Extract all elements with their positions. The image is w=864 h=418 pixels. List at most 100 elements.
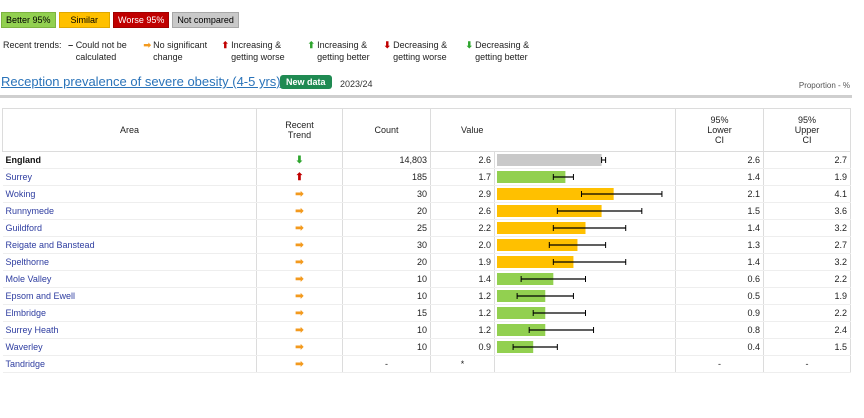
legend-better: Better 95% [1,12,56,28]
table-row: Tandridge ➡ - * - - [2,355,852,373]
value-bar[interactable] [497,205,602,217]
value-bar[interactable] [497,188,614,200]
right-arrow-icon[interactable]: ➡ [295,341,304,353]
value-bar[interactable] [497,154,602,166]
area-name[interactable]: Reigate and Banstead [2,236,257,254]
lower-ci-cell: 0.8 [675,321,765,339]
value-bar-chart [497,324,595,336]
value-cell: 1.2 [430,304,495,322]
lower-ci-cell: 2.1 [675,185,765,203]
value-bar-chart [497,239,607,251]
trend-cell: ➡ [256,236,343,254]
indicator-title[interactable]: Reception prevalence of severe obesity (… [1,74,281,89]
right-arrow-icon[interactable]: ➡ [295,358,304,370]
time-period: 2023/24 [340,79,373,89]
area-name[interactable]: Waverley [2,338,257,356]
value-cell: * [430,355,495,373]
value-bar[interactable] [497,324,546,336]
trends-legend-label: Recent trends: [3,40,62,50]
area-name[interactable]: Runnymede [2,202,257,220]
table-row: Mole Valley ➡ 10 1.4 0.6 2.2 [2,270,852,288]
right-arrow-icon[interactable]: ➡ [295,239,304,251]
area-name[interactable]: Woking [2,185,257,203]
bar-cell [494,151,677,169]
area-name[interactable]: Mole Valley [2,270,257,288]
count-cell: 15 [342,304,431,322]
significance-legend: Better 95% Similar Worse 95% Not compare… [1,12,239,28]
up-arrow-red-icon: ⬆ [221,40,230,50]
right-arrow-icon[interactable]: ➡ [295,290,304,302]
value-bar-chart [497,171,574,183]
value-cell: 0.9 [430,338,495,356]
trend-cell: ➡ [256,304,343,322]
right-arrow-icon[interactable]: ➡ [295,222,304,234]
value-bar[interactable] [497,239,578,251]
right-arrow-icon[interactable]: ➡ [295,324,304,336]
trend-legend-text: Decreasing & getting better [475,40,530,62]
area-name[interactable]: Elmbridge [2,304,257,322]
upper-ci-cell: 1.9 [763,168,852,186]
table-row: England ⬇ 14,803 2.6 2.6 2.7 [2,151,852,169]
upper-ci-cell: 3.2 [763,253,852,271]
trend-cell: ⬇ [256,151,343,169]
value-bar-chart [497,290,574,302]
right-arrow-icon[interactable]: ➡ [295,273,304,285]
upper-ci-cell: 3.2 [763,219,852,237]
trend-legend-text: Decreasing & getting worse [393,40,448,62]
could-not-calc-icon: – [68,40,74,50]
value-cell: 1.4 [430,270,495,288]
table-row: Surrey ⬆ 185 1.7 1.4 1.9 [2,168,852,186]
upper-ci-cell: 2.2 [763,304,852,322]
upper-ci-cell: 1.5 [763,338,852,356]
down-arrow-green-icon[interactable]: ⬇ [295,154,304,166]
table-row: Elmbridge ➡ 15 1.2 0.9 2.2 [2,304,852,322]
value-bar-chart [495,356,676,372]
area-name[interactable]: Guildford [2,219,257,237]
value-cell: 2.9 [430,185,495,203]
indicator-table: Area Recent Trend Count Value 95% Lower … [2,108,852,373]
upper-ci-cell: - [763,355,852,373]
divider [0,95,852,98]
area-name[interactable]: Spelthorne [2,253,257,271]
value-cell: 2.6 [430,202,495,220]
right-arrow-icon[interactable]: ➡ [295,205,304,217]
value-bar[interactable] [497,256,574,268]
bar-cell [494,168,677,186]
trend-legend-text: Could not be calculated [75,40,127,62]
upper-ci-cell: 4.1 [763,185,852,203]
unit-label: Proportion - % [798,81,850,90]
lower-ci-cell: 1.5 [675,202,765,220]
value-bar-chart [497,307,586,319]
value-cell: 1.7 [430,168,495,186]
right-arrow-icon[interactable]: ➡ [295,188,304,200]
right-arrow-icon[interactable]: ➡ [295,307,304,319]
upper-ci-cell: 2.4 [763,321,852,339]
right-arrow-icon[interactable]: ➡ [295,256,304,268]
count-cell: - [342,355,431,373]
col-area: Area [2,108,257,152]
area-name[interactable]: Epsom and Ewell [2,287,257,305]
count-cell: 30 [342,236,431,254]
up-arrow-red-icon[interactable]: ⬆ [295,171,304,183]
lower-ci-cell: 1.4 [675,253,765,271]
value-cell: 2.2 [430,219,495,237]
area-name[interactable]: Surrey Heath [2,321,257,339]
trend-cell: ➡ [256,355,343,373]
table-header: Area Recent Trend Count Value 95% Lower … [2,108,852,152]
area-name[interactable]: Surrey [2,168,257,186]
count-cell: 10 [342,270,431,288]
value-cell: 2.6 [430,151,495,169]
upper-ci-cell: 1.9 [763,287,852,305]
area-name[interactable]: Tandridge [2,355,257,373]
table-row: Woking ➡ 30 2.9 2.1 4.1 [2,185,852,203]
value-bar[interactable] [497,222,586,234]
count-cell: 10 [342,321,431,339]
value-bar-chart [497,205,643,217]
trend-cell: ➡ [256,270,343,288]
bar-cell [494,270,677,288]
down-arrow-green-icon: ⬇ [465,40,474,50]
value-bar[interactable] [497,171,566,183]
lower-ci-cell: 2.6 [675,151,765,169]
value-bar-chart [497,273,586,285]
trend-legend-text: Increasing & getting better [317,40,370,62]
